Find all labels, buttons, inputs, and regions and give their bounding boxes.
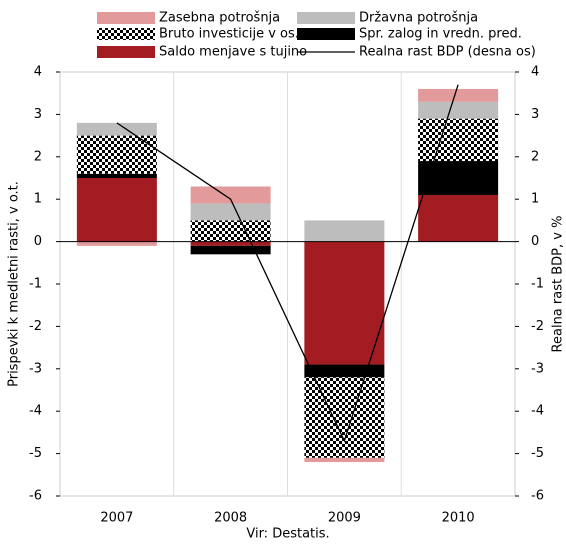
y2-tick-label: -1 <box>531 277 544 292</box>
bar-segment <box>190 241 271 246</box>
line-series <box>116 84 459 443</box>
y-tick-label: 1 <box>34 192 42 207</box>
bar-segment <box>76 122 157 136</box>
y2-tick-label: 4 <box>531 65 539 80</box>
bar-segment <box>76 178 157 242</box>
legend-swatch <box>97 28 155 40</box>
bar-segment <box>76 241 157 246</box>
bar-segment <box>190 245 271 255</box>
x-tick-label: 2009 <box>328 511 361 526</box>
legend-swatch <box>297 28 355 40</box>
y-tick-label: -6 <box>29 489 42 504</box>
legend-label: Spr. zalog in vredn. pred. <box>359 27 522 42</box>
y2-tick-label: -3 <box>531 361 544 376</box>
y-tick-label: -5 <box>29 446 42 461</box>
legend-label: Realna rast BDP (desna os) <box>359 45 536 60</box>
bar-segment <box>304 241 385 365</box>
y-tick-label: 2 <box>34 149 42 164</box>
y2-axis-label: Realna rast BDP, v % <box>551 216 566 353</box>
x-tick-label: 2007 <box>100 511 133 526</box>
bar-segment <box>304 457 385 463</box>
bar-segment <box>418 161 499 195</box>
legend-swatch <box>97 12 155 24</box>
y-tick-label: 4 <box>34 65 42 80</box>
legend-swatch <box>297 12 355 24</box>
x-tick-label: 2010 <box>442 511 475 526</box>
bar-segment <box>304 377 385 458</box>
bar-segment <box>190 186 271 204</box>
legend-label: Državna potrošnja <box>359 11 478 26</box>
legend-swatch <box>97 46 155 58</box>
x-tick-label: 2008 <box>214 511 247 526</box>
bar-segment <box>418 194 499 242</box>
bar-segment <box>418 118 499 162</box>
y2-tick-label: -2 <box>531 319 544 334</box>
y2-tick-label: -4 <box>531 404 544 419</box>
bar-segment <box>418 88 499 102</box>
y-tick-label: -1 <box>29 277 42 292</box>
y-tick-label: 0 <box>34 234 42 249</box>
y2-tick-label: -5 <box>531 446 544 461</box>
y-tick-label: -4 <box>29 404 42 419</box>
bar-segment <box>76 173 157 178</box>
bar-segment <box>304 364 385 378</box>
legend-label: Zasebna potrošnja <box>159 11 280 26</box>
y-tick-label: -2 <box>29 319 42 334</box>
bar-segment <box>76 135 157 174</box>
legend-label: Bruto investicije v os. sr. <box>159 27 318 42</box>
y2-tick-label: 3 <box>531 107 539 122</box>
y-tick-label: 3 <box>34 107 42 122</box>
legend-label: Saldo menjave s tujino <box>159 45 307 60</box>
y-axis-label: Prispevki k medletni rasti, v o.t. <box>7 181 22 387</box>
y2-tick-label: 2 <box>531 149 539 164</box>
bar-segment <box>304 220 385 242</box>
y-tick-label: -3 <box>29 361 42 376</box>
bar-segment <box>190 203 271 221</box>
x-axis-label: Vir: Destatis. <box>246 527 329 542</box>
y2-tick-label: 1 <box>531 192 539 207</box>
bar-segment <box>190 220 271 242</box>
bar-segment <box>418 101 499 119</box>
y2-tick-label: 0 <box>531 234 539 249</box>
y2-tick-label: -6 <box>531 489 544 504</box>
